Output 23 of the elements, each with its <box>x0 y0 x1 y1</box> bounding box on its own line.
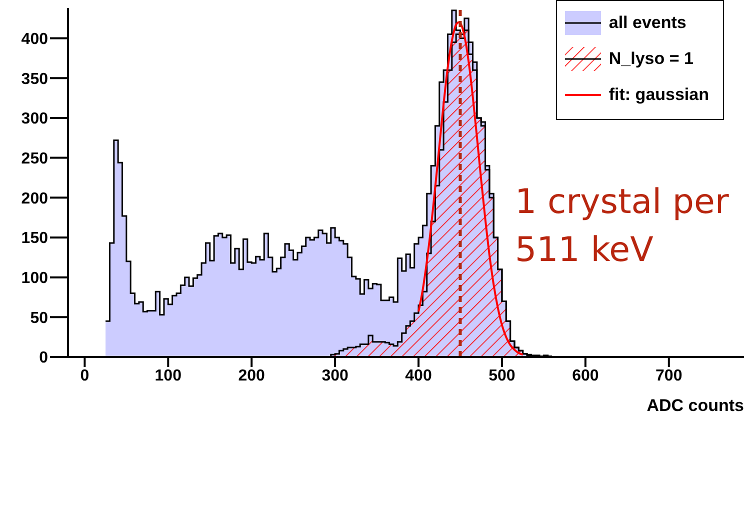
x-tick-label: 300 <box>322 367 349 384</box>
y-tick-label: 100 <box>21 270 48 287</box>
y-tick-label: 150 <box>21 230 48 248</box>
y-tick-label: 350 <box>21 70 48 88</box>
y-tick-label: 50 <box>30 310 48 327</box>
legend-label: N_lyso = 1 <box>608 49 694 69</box>
x-tick-label: 600 <box>572 367 599 384</box>
annotation: 511 keV <box>515 230 654 270</box>
annotation: 1 crystal per <box>515 182 729 222</box>
x-tick-label: 700 <box>656 367 682 384</box>
x-tick-label: 500 <box>488 367 516 384</box>
y-tick-label: 400 <box>21 30 48 48</box>
x-tick-label: 0 <box>80 367 90 384</box>
legend-label: fit: gaussian <box>608 85 709 105</box>
legend-label: all events <box>608 13 686 33</box>
y-tick-label: 0 <box>39 350 48 367</box>
x-tick-label: 400 <box>405 367 432 384</box>
y-tick-label: 300 <box>21 110 48 128</box>
y-tick-label: 250 <box>21 150 48 168</box>
x-axis-title: ADC counts <box>646 396 744 415</box>
x-tick-label: 200 <box>238 367 266 384</box>
x-tick-label: 100 <box>154 367 182 384</box>
y-tick-label: 200 <box>21 190 48 208</box>
